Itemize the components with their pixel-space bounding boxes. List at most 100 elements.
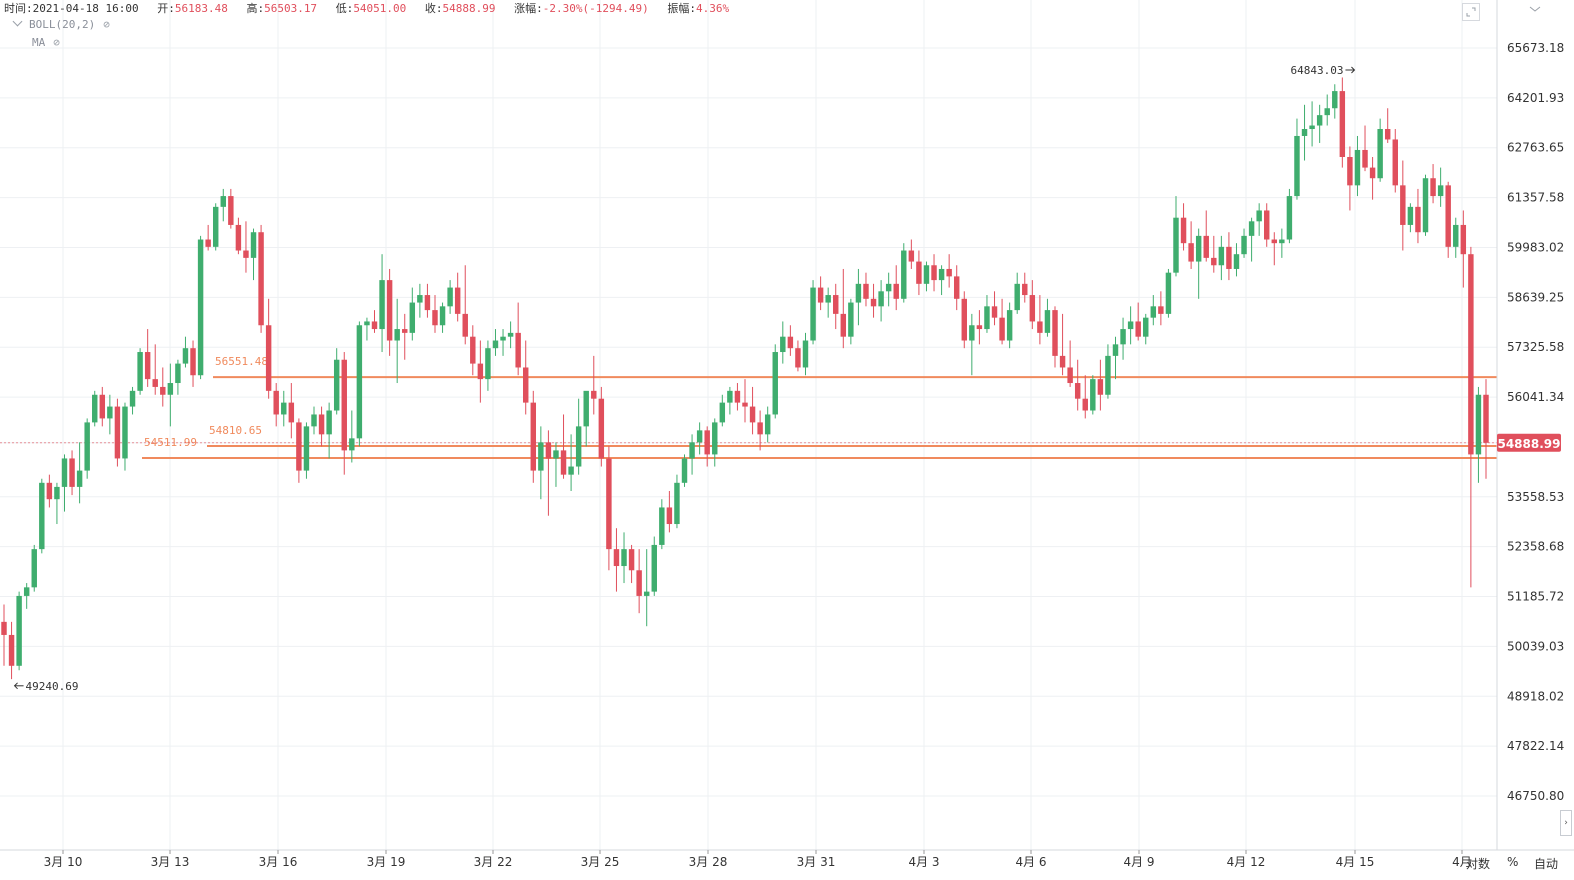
candle-body <box>999 317 1005 341</box>
ohlc-header: 时间:2021-04-18 16:00 开:56183.48 高:56503.1… <box>4 0 741 16</box>
percent-scale-toggle[interactable]: % <box>1507 855 1519 869</box>
candle-body <box>1165 272 1172 314</box>
candle-body <box>530 402 537 471</box>
candle-body <box>356 325 363 439</box>
eye-hidden-icon[interactable]: ⊘ <box>53 36 60 49</box>
candle-body <box>575 426 582 467</box>
candle-body <box>976 325 983 330</box>
candle-body <box>1279 239 1285 244</box>
candle-body <box>1195 235 1202 262</box>
candle-body <box>515 332 521 368</box>
price-tick-label: 46750.80 <box>1507 789 1564 803</box>
price-axis[interactable]: 65673.18 64201.93 62763.65 61357.58 59983.02… <box>1496 0 1564 850</box>
candle-body <box>621 549 627 567</box>
candle-body <box>228 196 234 225</box>
candle-body <box>931 265 937 281</box>
candle-body <box>825 295 831 303</box>
candle-body <box>689 442 695 459</box>
candle-body <box>288 402 295 423</box>
candle-body <box>160 386 166 395</box>
chevron-down-icon[interactable] <box>12 16 23 27</box>
candles <box>1 77 1489 680</box>
candle-body <box>1354 149 1361 186</box>
candle-body <box>1135 321 1141 337</box>
candle-body <box>1339 91 1346 157</box>
price-tick-label: 48918.02 <box>1507 689 1564 703</box>
candle-body <box>666 507 673 525</box>
time-tick-label: 3月 25 <box>581 855 620 869</box>
candle-body <box>477 363 484 380</box>
candle-body <box>1067 367 1073 384</box>
indicator-boll-label: BOLL(20,2) <box>29 18 96 31</box>
candle-body <box>749 406 756 423</box>
candle-body <box>1347 156 1353 186</box>
change-label: 涨幅: <box>514 2 543 15</box>
candle-body <box>54 486 60 500</box>
low-value: 54051.00 <box>353 2 407 15</box>
candle-body <box>923 265 930 284</box>
horizontal-line-label: 54810.65 <box>209 424 262 437</box>
candle-body <box>938 268 945 281</box>
fullscreen-button[interactable] <box>1462 3 1480 21</box>
candle-body <box>1437 185 1444 197</box>
candle-body <box>787 336 794 349</box>
close-label: 收: <box>424 2 443 15</box>
candle-body <box>1112 344 1119 356</box>
candle-body <box>870 298 877 307</box>
indicator-boll[interactable]: BOLL(20,2) ⊘ <box>12 16 110 31</box>
candle-body <box>507 332 514 337</box>
candle-body <box>560 450 567 475</box>
candle-body <box>333 359 340 411</box>
candle-body <box>1 621 7 635</box>
scroll-right-button[interactable]: › <box>1560 810 1572 836</box>
candle-body <box>606 458 612 550</box>
candle-body <box>674 482 680 525</box>
indicator-ma[interactable]: MA ⊘ <box>32 36 60 49</box>
candle-body <box>432 310 438 326</box>
candle-body <box>1430 178 1436 197</box>
auto-scale-toggle[interactable]: 自动 <box>1534 857 1559 871</box>
indicator-ma-label: MA <box>32 36 46 49</box>
candle-body <box>1377 129 1383 179</box>
candle-body <box>281 402 287 415</box>
eye-hidden-icon[interactable]: ⊘ <box>103 18 110 31</box>
candle-body <box>1090 379 1096 411</box>
time-axis[interactable]: 3月 10 3月 13 3月 16 3月 19 3月 22 3月 25 3月 28 3月 31… <box>0 849 1574 869</box>
candle-body <box>1384 129 1391 140</box>
candle-body <box>69 458 75 487</box>
arrow-left-icon <box>13 682 18 690</box>
time-tick-label: 4月 12 <box>1227 855 1266 869</box>
candle-body <box>1218 246 1225 266</box>
candle-body <box>417 295 423 303</box>
candle-body <box>1105 355 1111 395</box>
candle-body <box>961 298 967 341</box>
horizontal-line-label: 54511.99 <box>144 436 197 449</box>
time-tick-label: 3月 13 <box>151 855 190 869</box>
candle-body <box>1143 317 1149 337</box>
candle-body <box>538 442 544 471</box>
last-price-tag <box>1497 433 1561 452</box>
candle-body <box>1052 310 1058 356</box>
candle-body <box>39 482 45 550</box>
candle-body <box>953 276 960 299</box>
price-tick-label: 61357.58 <box>1507 191 1564 205</box>
candle-body <box>205 239 211 247</box>
time-tick-label: 3月 22 <box>474 855 513 869</box>
candle-body <box>598 398 605 459</box>
collapse-chevron-icon[interactable] <box>1528 0 1542 12</box>
candle-body <box>1453 224 1459 247</box>
candle-body <box>1233 254 1240 269</box>
log-scale-toggle[interactable]: 对数 <box>1466 857 1491 871</box>
candle-body <box>817 287 824 303</box>
open-value: 56183.48 <box>174 2 228 15</box>
candle-body <box>84 422 90 471</box>
candle-body <box>984 306 990 330</box>
candle-body <box>1422 178 1429 233</box>
candle-body <box>394 329 400 341</box>
candle-body <box>212 206 219 247</box>
candle-body <box>1468 254 1474 455</box>
time-tick-label: 4月 15 <box>1336 855 1375 869</box>
time-tick-label: 4月 <box>1452 855 1472 869</box>
candle-body <box>1369 167 1376 179</box>
